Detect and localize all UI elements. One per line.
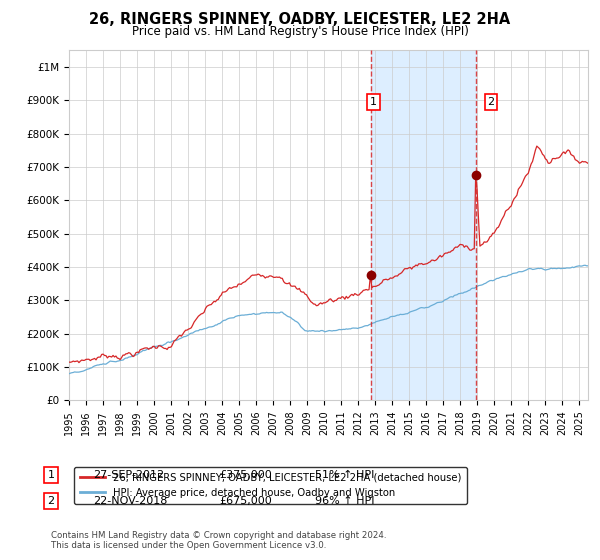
Text: 27-SEP-2012: 27-SEP-2012	[93, 470, 164, 480]
Text: 2: 2	[47, 496, 55, 506]
Text: 96% ↑ HPI: 96% ↑ HPI	[315, 496, 374, 506]
Text: 2: 2	[487, 97, 494, 107]
Text: Contains HM Land Registry data © Crown copyright and database right 2024.
This d: Contains HM Land Registry data © Crown c…	[51, 530, 386, 550]
Text: 22-NOV-2018: 22-NOV-2018	[93, 496, 167, 506]
Legend: 26, RINGERS SPINNEY, OADBY, LEICESTER, LE2 2HA (detached house), HPI: Average pr: 26, RINGERS SPINNEY, OADBY, LEICESTER, L…	[74, 466, 467, 503]
Bar	[371, 50, 476, 400]
Text: £375,000: £375,000	[219, 470, 272, 480]
Text: £675,000: £675,000	[219, 496, 272, 506]
Text: 26, RINGERS SPINNEY, OADBY, LEICESTER, LE2 2HA: 26, RINGERS SPINNEY, OADBY, LEICESTER, L…	[89, 12, 511, 27]
Text: 51% ↑ HPI: 51% ↑ HPI	[315, 470, 374, 480]
Text: Price paid vs. HM Land Registry's House Price Index (HPI): Price paid vs. HM Land Registry's House …	[131, 25, 469, 38]
Text: 1: 1	[47, 470, 55, 480]
Text: 1: 1	[370, 97, 377, 107]
